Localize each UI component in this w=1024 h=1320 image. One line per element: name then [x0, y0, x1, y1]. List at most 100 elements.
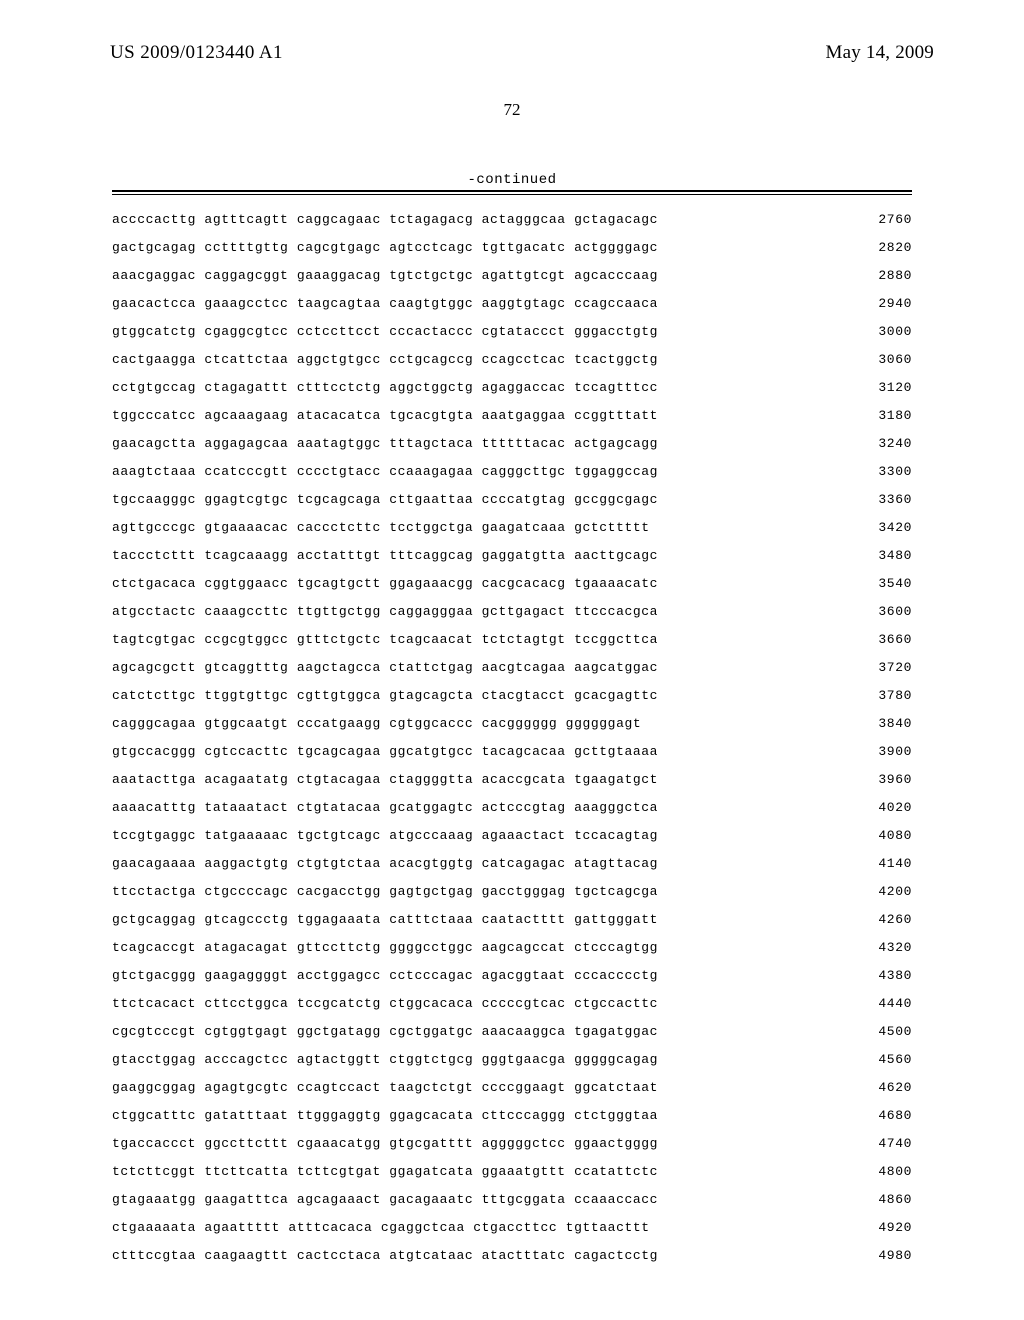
page-number: 72 — [0, 100, 1024, 120]
sequence-position: 3900 — [838, 738, 912, 766]
sequence-bases: cgcgtcccgt cgtggtgagt ggctgatagg cgctgga… — [112, 1018, 658, 1046]
sequence-bases: aaaacatttg tataaatact ctgtatacaa gcatgga… — [112, 794, 658, 822]
sequence-bases: gctgcaggag gtcagccctg tggagaaata catttct… — [112, 906, 658, 934]
sequence-position: 3660 — [838, 626, 912, 654]
sequence-row: gtacctggag acccagctcc agtactggtt ctggtct… — [112, 1046, 912, 1074]
sequence-row: ctttccgtaa caagaagttt cactcctaca atgtcat… — [112, 1242, 912, 1270]
sequence-row: gaacagaaaa aaggactgtg ctgtgtctaa acacgtg… — [112, 850, 912, 878]
sequence-bases: gtgccacggg cgtccacttc tgcagcagaa ggcatgt… — [112, 738, 658, 766]
sequence-position: 3960 — [838, 766, 912, 794]
sequence-position: 4260 — [838, 906, 912, 934]
sequence-bases: gaacagctta aggagagcaa aaatagtggc tttagct… — [112, 430, 658, 458]
sequence-position: 4800 — [838, 1158, 912, 1186]
sequence-row: aaatacttga acagaatatg ctgtacagaa ctagggg… — [112, 766, 912, 794]
continued-label: -continued — [0, 172, 1024, 188]
sequence-bases: ctttccgtaa caagaagttt cactcctaca atgtcat… — [112, 1242, 658, 1270]
patent-publication-number: US 2009/0123440 A1 — [110, 42, 283, 64]
horizontal-rule — [112, 190, 912, 195]
sequence-bases: gtggcatctg cgaggcgtcc cctccttcct cccacta… — [112, 318, 658, 346]
sequence-row: cctgtgccag ctagagattt ctttcctctg aggctgg… — [112, 374, 912, 402]
sequence-row: ctctgacaca cggtggaacc tgcagtgctt ggagaaa… — [112, 570, 912, 598]
sequence-row: tagtcgtgac ccgcgtggcc gtttctgctc tcagcaa… — [112, 626, 912, 654]
sequence-bases: aaacgaggac caggagcggt gaaaggacag tgtctgc… — [112, 262, 658, 290]
sequence-row: agttgcccgc gtgaaaacac caccctcttc tcctggc… — [112, 514, 912, 542]
sequence-position: 3780 — [838, 682, 912, 710]
page: US 2009/0123440 A1 May 14, 2009 72 -cont… — [0, 0, 1024, 1320]
sequence-row: gtagaaatgg gaagatttca agcagaaact gacagaa… — [112, 1186, 912, 1214]
sequence-row: aaagtctaaa ccatcccgtt cccctgtacc ccaaaga… — [112, 458, 912, 486]
sequence-bases: tccgtgaggc tatgaaaaac tgctgtcagc atgccca… — [112, 822, 658, 850]
sequence-position: 2760 — [838, 206, 912, 234]
sequence-row: tgaccaccct ggccttcttt cgaaacatgg gtgcgat… — [112, 1130, 912, 1158]
sequence-row: cagggcagaa gtggcaatgt cccatgaagg cgtggca… — [112, 710, 912, 738]
sequence-bases: agcagcgctt gtcaggtttg aagctagcca ctattct… — [112, 654, 658, 682]
sequence-position: 3480 — [838, 542, 912, 570]
sequence-bases: accccacttg agtttcagtt caggcagaac tctagag… — [112, 206, 658, 234]
sequence-row: atgcctactc caaagccttc ttgttgctgg caggagg… — [112, 598, 912, 626]
sequence-row: gtgccacggg cgtccacttc tgcagcagaa ggcatgt… — [112, 738, 912, 766]
sequence-row: tccgtgaggc tatgaaaaac tgctgtcagc atgccca… — [112, 822, 912, 850]
sequence-bases: ttcctactga ctgccccagc cacgacctgg gagtgct… — [112, 878, 658, 906]
sequence-position: 3000 — [838, 318, 912, 346]
sequence-row: gctgcaggag gtcagccctg tggagaaata catttct… — [112, 906, 912, 934]
sequence-bases: gaacactcca gaaagcctcc taagcagtaa caagtgt… — [112, 290, 658, 318]
sequence-position: 3180 — [838, 402, 912, 430]
sequence-position: 2940 — [838, 290, 912, 318]
sequence-position: 4560 — [838, 1046, 912, 1074]
sequence-position: 3300 — [838, 458, 912, 486]
sequence-bases: gtctgacggg gaagaggggt acctggagcc cctccca… — [112, 962, 658, 990]
sequence-row: tggcccatcc agcaaagaag atacacatca tgcacgt… — [112, 402, 912, 430]
sequence-row: gtggcatctg cgaggcgtcc cctccttcct cccacta… — [112, 318, 912, 346]
sequence-position: 3240 — [838, 430, 912, 458]
sequence-bases: gactgcagag ccttttgttg cagcgtgagc agtcctc… — [112, 234, 658, 262]
sequence-position: 4320 — [838, 934, 912, 962]
sequence-bases: gtagaaatgg gaagatttca agcagaaact gacagaa… — [112, 1186, 658, 1214]
sequence-row: cactgaagga ctcattctaa aggctgtgcc cctgcag… — [112, 346, 912, 374]
sequence-bases: cactgaagga ctcattctaa aggctgtgcc cctgcag… — [112, 346, 658, 374]
sequence-position: 2820 — [838, 234, 912, 262]
sequence-row: gaaggcggag agagtgcgtc ccagtccact taagctc… — [112, 1074, 912, 1102]
publication-date: May 14, 2009 — [826, 42, 934, 64]
sequence-row: ttcctactga ctgccccagc cacgacctgg gagtgct… — [112, 878, 912, 906]
sequence-bases: tagtcgtgac ccgcgtggcc gtttctgctc tcagcaa… — [112, 626, 658, 654]
sequence-bases: tgaccaccct ggccttcttt cgaaacatgg gtgcgat… — [112, 1130, 658, 1158]
sequence-bases: agttgcccgc gtgaaaacac caccctcttc tcctggc… — [112, 514, 650, 542]
sequence-row: catctcttgc ttggtgttgc cgttgtggca gtagcag… — [112, 682, 912, 710]
sequence-position: 4140 — [838, 850, 912, 878]
sequence-bases: gtacctggag acccagctcc agtactggtt ctggtct… — [112, 1046, 658, 1074]
sequence-row: tgccaagggc ggagtcgtgc tcgcagcaga cttgaat… — [112, 486, 912, 514]
sequence-bases: taccctcttt tcagcaaagg acctatttgt tttcagg… — [112, 542, 658, 570]
sequence-bases: tcagcaccgt atagacagat gttccttctg ggggcct… — [112, 934, 658, 962]
sequence-listing: accccacttg agtttcagtt caggcagaac tctagag… — [112, 206, 912, 1270]
sequence-bases: ctgaaaaata agaattttt atttcacaca cgaggctc… — [112, 1214, 650, 1242]
sequence-row: ttctcacact cttcctggca tccgcatctg ctggcac… — [112, 990, 912, 1018]
sequence-row: aaaacatttg tataaatact ctgtatacaa gcatgga… — [112, 794, 912, 822]
sequence-row: agcagcgctt gtcaggtttg aagctagcca ctattct… — [112, 654, 912, 682]
sequence-row: aaacgaggac caggagcggt gaaaggacag tgtctgc… — [112, 262, 912, 290]
sequence-row: accccacttg agtttcagtt caggcagaac tctagag… — [112, 206, 912, 234]
sequence-position: 3840 — [838, 710, 912, 738]
sequence-position: 4860 — [838, 1186, 912, 1214]
sequence-row: gaacagctta aggagagcaa aaatagtggc tttagct… — [112, 430, 912, 458]
sequence-bases: ttctcacact cttcctggca tccgcatctg ctggcac… — [112, 990, 658, 1018]
sequence-bases: tgccaagggc ggagtcgtgc tcgcagcaga cttgaat… — [112, 486, 658, 514]
sequence-bases: aaagtctaaa ccatcccgtt cccctgtacc ccaaaga… — [112, 458, 658, 486]
sequence-position: 3420 — [838, 514, 912, 542]
sequence-position: 4620 — [838, 1074, 912, 1102]
sequence-bases: tctcttcggt ttcttcatta tcttcgtgat ggagatc… — [112, 1158, 658, 1186]
sequence-position: 4500 — [838, 1018, 912, 1046]
sequence-position: 3600 — [838, 598, 912, 626]
sequence-row: cgcgtcccgt cgtggtgagt ggctgatagg cgctgga… — [112, 1018, 912, 1046]
sequence-position: 3540 — [838, 570, 912, 598]
sequence-bases: cagggcagaa gtggcaatgt cccatgaagg cgtggca… — [112, 710, 641, 738]
sequence-position: 4200 — [838, 878, 912, 906]
sequence-position: 4380 — [838, 962, 912, 990]
sequence-row: gaacactcca gaaagcctcc taagcagtaa caagtgt… — [112, 290, 912, 318]
sequence-row: ctggcatttc gatatttaat ttgggaggtg ggagcac… — [112, 1102, 912, 1130]
sequence-bases: ctggcatttc gatatttaat ttgggaggtg ggagcac… — [112, 1102, 658, 1130]
sequence-position: 4920 — [838, 1214, 912, 1242]
sequence-position: 4020 — [838, 794, 912, 822]
sequence-bases: aaatacttga acagaatatg ctgtacagaa ctagggg… — [112, 766, 658, 794]
sequence-bases: atgcctactc caaagccttc ttgttgctgg caggagg… — [112, 598, 658, 626]
sequence-position: 4440 — [838, 990, 912, 1018]
